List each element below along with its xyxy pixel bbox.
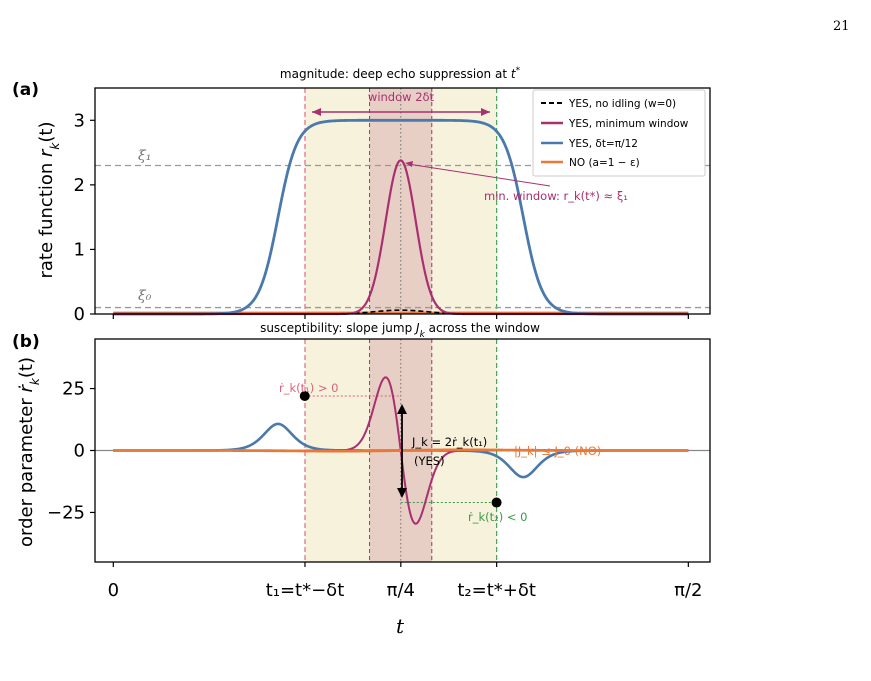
point-t2 <box>491 497 502 508</box>
min-window-text: min. window: r_k(t*) ≈ ξ₁ <box>484 189 628 203</box>
panel-b-title: susceptibility: slope jump Jk across the… <box>260 321 540 340</box>
panel-a-title: magnitude: deep echo suppression at t* <box>280 66 521 81</box>
xi0-label: ξ₀ <box>138 288 152 304</box>
xi1-label: ξ₁ <box>138 148 151 164</box>
panel-b-xticks: 0 t₁=t*−δt π/4 t₂=t*+δt π/2 <box>108 562 703 601</box>
panel-b-points <box>299 390 502 508</box>
page-number: 21 <box>833 19 850 34</box>
legend-label-no-idling: YES, no idling (w=0) <box>568 98 676 110</box>
jump-label: J_k = 2ṙ_k(t₁) <box>411 435 487 449</box>
panel-a-yticks: 0 1 2 3 <box>74 110 95 325</box>
ytick-label: 0 <box>74 441 85 462</box>
panel-b-yticks: 25 0 −25 <box>47 379 95 523</box>
jump-arrow: J_k = 2ṙ_k(t₁) (YES) <box>397 404 487 498</box>
x-axis-label: t <box>396 614 405 638</box>
panel-b-ylabel: order parameter ṙk(t) <box>16 357 42 547</box>
jump-yes-label: (YES) <box>414 454 445 468</box>
left-slope-annotation: ṙ_k(t₁) > 0 <box>279 381 339 395</box>
ytick-label: 2 <box>74 175 85 196</box>
xtick-label: t₁=t*−δt <box>266 580 345 601</box>
point-t1 <box>299 390 310 401</box>
panel-a-xticks <box>112 314 689 319</box>
legend-label-no: NO (a=1 − ε) <box>569 157 640 169</box>
ytick-label: −25 <box>47 502 85 523</box>
panel-b-curves <box>113 376 689 525</box>
panel-a-label: (a) <box>12 80 39 100</box>
panel-a: 0 1 2 3 magnitude: deep echo suppression at… <box>12 66 711 325</box>
ytick-label: 3 <box>74 110 85 131</box>
ytick-label: 1 <box>74 239 85 260</box>
xtick-label: 0 <box>108 580 119 601</box>
panel-a-window-lines <box>304 88 498 314</box>
panel-b-window-lines <box>304 339 498 562</box>
panel-a-ylabel: rate function rk(t) <box>36 121 62 278</box>
ytick-label: 25 <box>62 379 85 400</box>
panel-a-frame <box>94 87 711 315</box>
window-label: window 2δt <box>368 90 435 104</box>
panel-b: 25 0 −25 0 t₁=t*−δt π/4 t₂=t*+δt π/2 susceptib… <box>12 321 711 638</box>
legend-label-dt: YES, δt=π/12 <box>568 138 638 150</box>
xtick-label: π/2 <box>674 580 702 601</box>
xtick-label: t₂=t*+δt <box>457 580 536 601</box>
series-no-derivative <box>113 448 689 453</box>
xtick-label: π/4 <box>387 580 415 601</box>
window-arrow: window 2δt <box>312 90 490 116</box>
no-annotation: |J_k| ≤ J_0 (NO) <box>514 444 601 458</box>
legend: YES, no idling (w=0) YES, minimum window… <box>532 89 706 177</box>
legend-label-min-window: YES, minimum window <box>568 118 689 130</box>
ytick-label: 0 <box>74 304 85 325</box>
panel-b-label: (b) <box>12 332 40 352</box>
legend-box <box>532 89 706 177</box>
panel-b-guides <box>304 395 497 504</box>
min-window-annotation: min. window: r_k(t*) ≈ ξ₁ <box>405 161 628 203</box>
right-slope-annotation: ṙ_k(t₂) < 0 <box>468 510 528 524</box>
